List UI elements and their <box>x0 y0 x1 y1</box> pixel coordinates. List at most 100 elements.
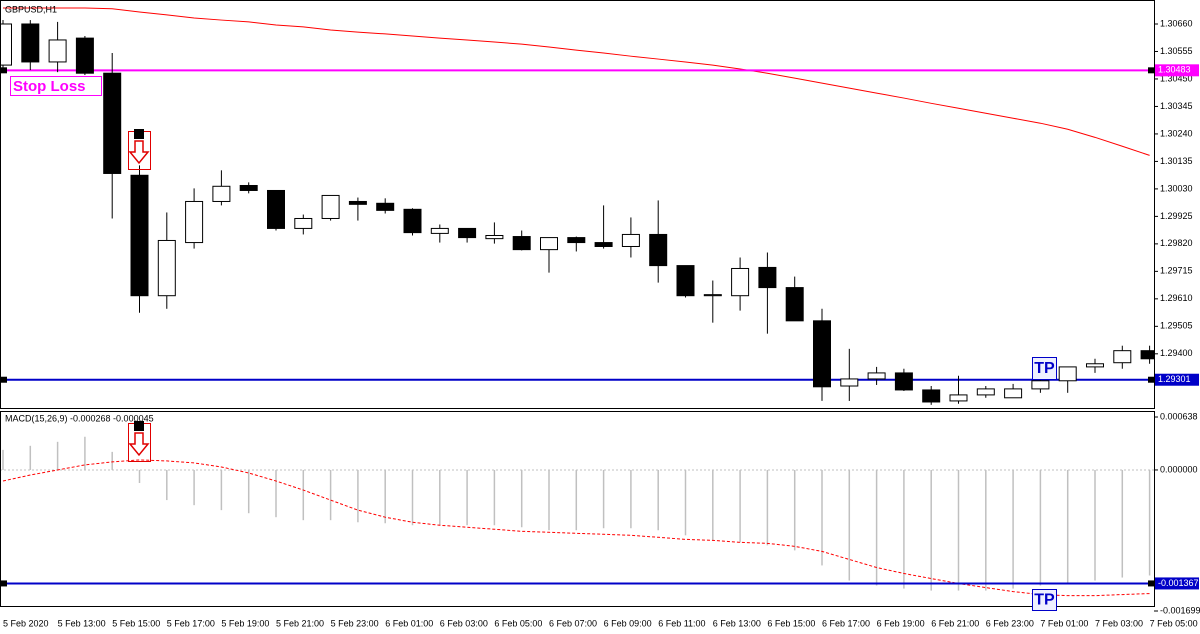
level-label-box <box>1155 373 1199 386</box>
candle-body <box>703 294 722 297</box>
candle-body <box>922 389 941 403</box>
candle-body <box>594 242 613 247</box>
candle-body <box>649 233 668 267</box>
x-tick-label: 6 Feb 13:00 <box>713 618 761 628</box>
y-tick-label: 1.29400 <box>1160 348 1193 358</box>
y-tick-label: 1.30555 <box>1160 46 1193 56</box>
candle-body <box>567 237 586 244</box>
macd-panel <box>0 411 1155 607</box>
y-tick-label: 1.30450 <box>1160 73 1193 83</box>
candle-body <box>348 200 367 205</box>
level-label-box <box>1155 577 1199 590</box>
x-tick-label: 5 Feb 2020 <box>3 618 49 628</box>
macd-plot <box>1 436 1154 597</box>
line-handle <box>1148 376 1154 383</box>
candle-body <box>976 388 995 396</box>
candle-body <box>239 184 258 191</box>
candle-body <box>1 23 12 66</box>
candle-body <box>1004 388 1023 399</box>
candle-body <box>103 72 122 174</box>
y-tick-label: 1.29610 <box>1160 293 1193 303</box>
macd-title: MACD(15,26,9) -0.000268 -0.000045 <box>5 413 154 423</box>
candle-body <box>185 200 204 244</box>
y-tick-label: 0.000000 <box>1160 464 1198 474</box>
candle-body <box>430 227 449 234</box>
candle-body <box>867 372 886 380</box>
x-tick-label: 5 Feb 17:00 <box>167 618 215 628</box>
chart-title: GBPUSD,H1 <box>5 4 57 14</box>
x-tick-label: 6 Feb 01:00 <box>385 618 433 628</box>
candle-body <box>48 39 67 63</box>
candle-body <box>1031 380 1050 390</box>
price-plot <box>1 7 1154 405</box>
y-tick-label: 1.30030 <box>1160 183 1193 193</box>
candle-body <box>813 320 831 388</box>
candle-body <box>731 267 750 297</box>
line-handle <box>1 67 7 74</box>
stop-loss-label: Stop Loss <box>13 78 86 95</box>
x-tick-label: 5 Feb 13:00 <box>58 618 106 628</box>
candle-body <box>540 237 558 251</box>
level-label: -0.001367 <box>1158 578 1199 588</box>
x-tick-label: 6 Feb 15:00 <box>767 618 815 628</box>
candle-body <box>157 239 176 297</box>
y-tick-label: 0.000638 <box>1160 411 1198 421</box>
annotation-box <box>1032 589 1057 611</box>
x-tick-label: 5 Feb 19:00 <box>221 618 269 628</box>
x-tick-label: 6 Feb 23:00 <box>986 618 1034 628</box>
candle-body <box>1058 366 1077 382</box>
x-tick-label: 5 Feb 15:00 <box>112 618 160 628</box>
y-tick-label: 1.29820 <box>1160 238 1193 248</box>
line-handle <box>1 376 7 383</box>
line-handle <box>1 580 7 587</box>
price-panel <box>0 0 1155 409</box>
y-tick-label: 1.30240 <box>1160 128 1193 138</box>
candle-body <box>621 233 640 247</box>
candle-body <box>512 236 531 251</box>
y-tick-label: 1.29505 <box>1160 321 1193 331</box>
x-tick-label: 6 Feb 17:00 <box>822 618 870 628</box>
y-tick-label: 1.30345 <box>1160 101 1193 111</box>
y-tick-label: 1.29715 <box>1160 266 1193 276</box>
x-tick-label: 7 Feb 03:00 <box>1095 618 1143 628</box>
y-tick-label: 1.30660 <box>1160 18 1193 28</box>
annotation-box <box>1032 357 1057 380</box>
x-tick-label: 6 Feb 21:00 <box>931 618 979 628</box>
moving-average <box>3 7 1150 156</box>
level-label: 1.30483 <box>1158 65 1191 75</box>
candle-body <box>75 37 94 74</box>
sell-arrow <box>128 421 151 462</box>
candle-body <box>376 202 395 211</box>
candle-body <box>1113 350 1132 364</box>
candle-body <box>758 266 777 289</box>
line-handle <box>1148 580 1154 587</box>
annotation-box <box>10 76 102 96</box>
candle-body <box>1086 363 1104 368</box>
candle-body <box>676 265 695 297</box>
candle-body <box>840 378 859 387</box>
candle-body <box>1140 350 1154 360</box>
x-tick-label: 6 Feb 05:00 <box>494 618 542 628</box>
candle-body <box>21 23 40 63</box>
line-handle <box>1148 67 1154 74</box>
tp-label: TP <box>1034 592 1055 609</box>
x-tick-label: 7 Feb 01:00 <box>1040 618 1088 628</box>
x-tick-label: 5 Feb 23:00 <box>331 618 379 628</box>
candle-body <box>894 372 913 391</box>
candle-body <box>212 185 231 202</box>
candle-body <box>267 189 285 229</box>
x-tick-label: 6 Feb 07:00 <box>549 618 597 628</box>
candle-body <box>785 287 804 322</box>
x-tick-label: 6 Feb 09:00 <box>604 618 652 628</box>
tp-label: TP <box>1034 360 1055 377</box>
candle-body <box>458 227 477 239</box>
y-tick-label: -0.001699 <box>1160 605 1200 615</box>
candle-body <box>130 174 149 297</box>
level-label-box <box>1155 64 1199 77</box>
candle-body <box>294 217 313 229</box>
x-tick-label: 5 Feb 21:00 <box>276 618 324 628</box>
candle-body <box>403 208 422 234</box>
y-tick-label: 1.29925 <box>1160 211 1193 221</box>
